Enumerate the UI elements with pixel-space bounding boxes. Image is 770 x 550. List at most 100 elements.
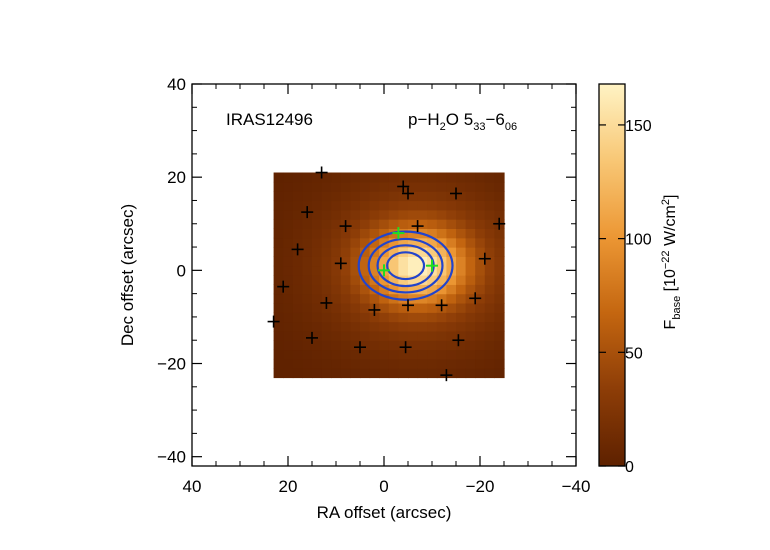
heatmap-pixel (321, 172, 332, 183)
heatmap-pixel (388, 237, 399, 248)
heatmap-pixel (388, 219, 399, 230)
contour-level (357, 230, 454, 301)
heatmap-pixel (475, 321, 486, 332)
heatmap-pixel (302, 340, 313, 351)
heatmap-pixel (379, 293, 390, 304)
heatmap-pixel (417, 330, 428, 341)
heatmap-pixel (427, 219, 438, 230)
heatmap-pixel (273, 340, 284, 351)
heatmap-pixel (436, 200, 447, 211)
heatmap-pixel (475, 275, 486, 285)
heatmap-pixel (331, 181, 342, 192)
heatmap-pixel (408, 321, 419, 332)
heatmap-pixel (408, 265, 419, 276)
heatmap-pixel (350, 349, 361, 360)
black-cross-marker (320, 296, 333, 309)
heatmap-pixel (369, 191, 380, 202)
colorbar-label-close: ] (662, 195, 679, 199)
heatmap-pixel (331, 265, 342, 276)
heatmap-pixel (292, 340, 303, 351)
heatmap-pixel (321, 358, 332, 369)
heatmap-pixel (273, 284, 284, 295)
heatmap-pixel (484, 172, 495, 183)
heatmap-pixel (484, 340, 495, 351)
heatmap-pixel (388, 340, 399, 351)
heatmap-pixel (331, 321, 342, 332)
x-tick-label: −20 (466, 477, 495, 496)
heatmap-pixel (273, 172, 284, 183)
heatmap-pixel (292, 358, 303, 369)
heatmap-pixel (494, 321, 505, 332)
heatmap-pixel (446, 209, 457, 220)
x-tick-label: 20 (279, 477, 298, 496)
heatmap-pixel (388, 172, 399, 183)
heatmap-pixel (388, 200, 399, 211)
heatmap-pixel (484, 181, 495, 192)
heatmap-pixel (302, 200, 313, 211)
heatmap-pixel (408, 172, 419, 183)
heatmap-pixel (398, 200, 409, 211)
heatmap-pixel (408, 256, 419, 267)
heatmap-pixel (292, 237, 303, 248)
heatmap-pixel (331, 237, 342, 248)
heatmap-pixel (484, 275, 495, 285)
heatmap-pixel (398, 358, 409, 369)
heatmap-pixel (350, 293, 361, 304)
heatmap-pixel (427, 181, 438, 192)
heatmap-pixel (340, 191, 351, 202)
heatmap-pixel (398, 209, 409, 220)
heatmap-pixel (302, 256, 313, 267)
heatmap-pixel (427, 330, 438, 341)
heatmap-pixel (350, 200, 361, 211)
heatmap-pixel (292, 219, 303, 230)
heatmap-pixel (379, 349, 390, 360)
heatmap-pixel (484, 358, 495, 369)
heatmap-pixel (465, 284, 476, 295)
heatmap-pixel (321, 312, 332, 323)
heatmap-pixel (283, 312, 294, 323)
heatmap-pixel (417, 219, 428, 230)
heatmap-pixel (408, 312, 419, 323)
heatmap-pixel (494, 200, 505, 211)
heatmap-pixel (360, 275, 371, 285)
colorbar-tick-label: 0 (625, 459, 634, 476)
heatmap-pixel (408, 275, 419, 285)
heatmap-pixel (398, 293, 409, 304)
heatmap-pixel (417, 181, 428, 192)
heatmap-pixel (494, 181, 505, 192)
heatmap-pixel (446, 247, 457, 257)
heatmap-pixel (408, 191, 419, 202)
heatmap-pixel (340, 237, 351, 248)
heatmap-pixel (273, 200, 284, 211)
heatmap-pixel (283, 172, 294, 183)
heatmap-pixel (369, 228, 380, 239)
heatmap-pixel (302, 265, 313, 276)
heatmap-pixel (321, 349, 332, 360)
heatmap-pixel (302, 321, 313, 332)
heatmap-pixel (465, 200, 476, 211)
heatmap-pixel (484, 209, 495, 220)
heatmap-pixel (436, 191, 447, 202)
heatmap-pixel (417, 200, 428, 211)
heatmap-pixel (340, 181, 351, 192)
x-tick-label: −40 (562, 477, 591, 496)
heatmap-pixel (456, 275, 467, 285)
heatmap-pixel (283, 284, 294, 295)
heatmap-pixel (484, 256, 495, 267)
heatmap-pixel (446, 219, 457, 230)
heatmap-pixel (436, 172, 447, 183)
heatmap-pixel (379, 368, 390, 379)
heatmap-pixel (465, 219, 476, 230)
heatmap-pixel (340, 293, 351, 304)
heatmap-pixel (427, 200, 438, 211)
heatmap-pixel (408, 228, 419, 239)
heatmap-pixel (427, 275, 438, 285)
heatmap-pixel (427, 321, 438, 332)
heatmap-pixel (494, 330, 505, 341)
heatmap-pixel (465, 256, 476, 267)
heatmap-pixel (350, 181, 361, 192)
heatmap-pixel (475, 228, 486, 239)
heatmap-pixel (388, 275, 399, 285)
heatmap-pixel (331, 256, 342, 267)
heatmap-pixel (465, 330, 476, 341)
